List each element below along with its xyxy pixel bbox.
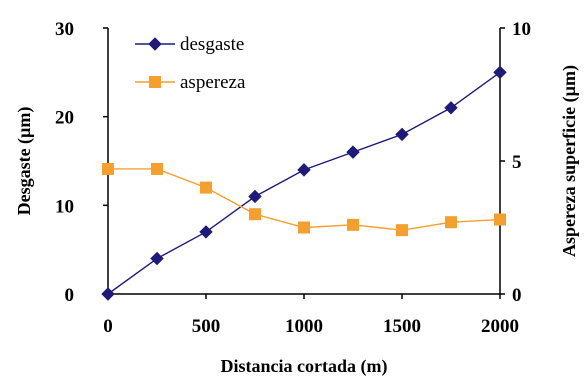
series-desgaste <box>101 65 507 301</box>
y2-tick-label: 10 <box>512 19 531 40</box>
y-tick-label: 10 <box>55 196 74 217</box>
data-point-desgaste <box>444 101 458 115</box>
data-point-desgaste <box>346 145 360 159</box>
data-point-aspereza <box>494 213 506 226</box>
data-point-aspereza <box>347 218 359 231</box>
series-line-desgaste <box>107 71 501 295</box>
x-tick-label: 500 <box>192 316 221 337</box>
data-point-aspereza <box>200 181 212 194</box>
legend-marker-desgaste <box>148 37 162 51</box>
legend-item-aspereza: aspereza <box>135 72 246 93</box>
legend-marker-aspereza <box>149 76 161 88</box>
legend-item-desgaste: desgaste <box>135 34 244 55</box>
x-tick-label: 1500 <box>383 316 421 337</box>
x-axis-title: Distancia cortada (m) <box>221 356 388 377</box>
data-point-desgaste <box>297 163 311 177</box>
data-point-desgaste <box>150 251 164 266</box>
y-tick-label: 20 <box>55 108 74 129</box>
data-point-aspereza <box>396 224 408 237</box>
data-point-desgaste <box>395 127 409 142</box>
data-point-aspereza <box>151 162 163 175</box>
data-point-aspereza <box>249 208 261 221</box>
data-point-aspereza <box>445 216 457 229</box>
data-point-aspereza <box>298 221 310 234</box>
data-point-desgaste <box>199 225 213 239</box>
series-line-aspereza <box>108 168 501 231</box>
legend: desgaste aspereza <box>135 34 246 93</box>
x-tick-label: 1000 <box>285 316 323 337</box>
y-tick-label: 30 <box>55 19 74 40</box>
series-aspereza <box>102 162 506 237</box>
y2-tick-label: 0 <box>512 285 522 306</box>
data-point-aspereza <box>102 162 114 175</box>
data-point-desgaste <box>101 287 115 301</box>
legend-label: desgaste <box>180 34 244 55</box>
legend-label: aspereza <box>180 72 246 93</box>
y2-axis-title: Aspereza superficie (µm) <box>559 65 580 257</box>
x-tick-label: 0 <box>103 316 113 337</box>
data-point-desgaste <box>493 65 507 80</box>
y-tick-label: 0 <box>65 285 75 306</box>
y2-tick-label: 5 <box>512 152 522 173</box>
y-axis-title: Desgaste (µm) <box>14 107 35 216</box>
data-point-desgaste <box>248 189 262 204</box>
x-tick-label: 2000 <box>481 316 519 337</box>
